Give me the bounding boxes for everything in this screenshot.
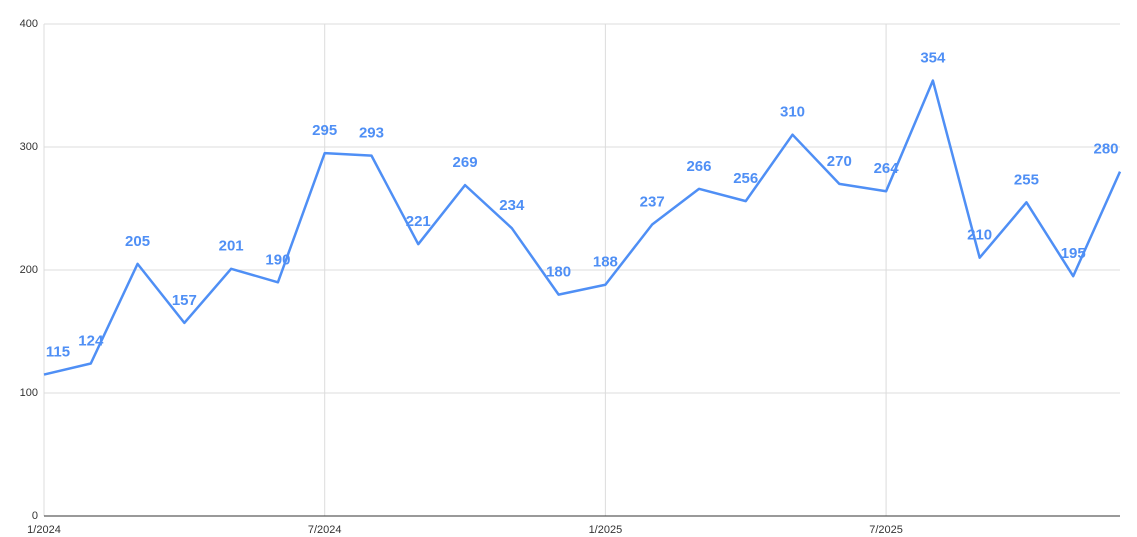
data-label: 310 xyxy=(780,104,805,121)
y-tick-label: 0 xyxy=(32,510,38,522)
data-label: 201 xyxy=(219,238,244,255)
data-label: 205 xyxy=(125,233,150,250)
data-label: 157 xyxy=(172,292,197,309)
data-label: 270 xyxy=(827,153,852,170)
data-label: 256 xyxy=(733,170,758,187)
data-label: 293 xyxy=(359,125,384,142)
data-label: 264 xyxy=(874,160,900,177)
data-label: 210 xyxy=(967,227,992,244)
y-tick-label: 100 xyxy=(20,387,38,399)
x-tick-label: 1/2025 xyxy=(589,524,623,536)
y-tick-label: 400 xyxy=(20,18,38,30)
y-tick-label: 200 xyxy=(20,264,38,276)
x-tick-label: 1/2024 xyxy=(27,524,61,536)
data-label: 280 xyxy=(1093,141,1118,158)
data-label: 115 xyxy=(46,344,70,361)
data-label: 237 xyxy=(640,193,665,210)
data-label: 234 xyxy=(499,197,525,214)
data-label: 354 xyxy=(920,50,946,67)
x-tick-label: 7/2024 xyxy=(308,524,342,536)
data-label: 188 xyxy=(593,254,618,271)
x-tick-label: 7/2025 xyxy=(869,524,903,536)
data-label: 124 xyxy=(78,332,104,349)
data-label: 195 xyxy=(1061,245,1086,262)
data-label: 295 xyxy=(312,122,337,139)
data-label: 269 xyxy=(453,154,478,171)
y-tick-label: 300 xyxy=(20,141,38,153)
data-label: 190 xyxy=(265,251,290,268)
data-label: 255 xyxy=(1014,171,1039,188)
line xyxy=(43,79,1122,376)
data-label: 180 xyxy=(546,264,571,281)
data-label: 266 xyxy=(686,158,711,175)
data-label: 221 xyxy=(406,213,431,230)
